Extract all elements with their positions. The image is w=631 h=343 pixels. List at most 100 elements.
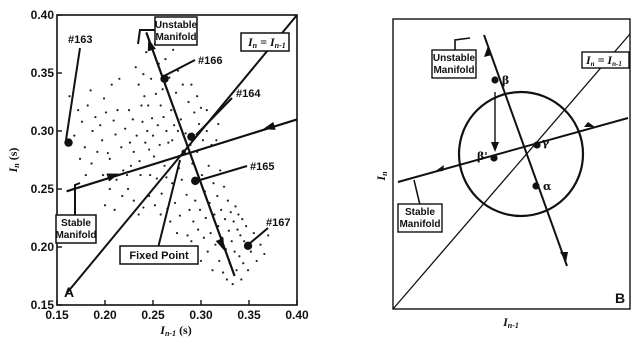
scatter-point — [245, 225, 248, 228]
stable-manifold-label-1: Stable — [61, 218, 91, 229]
unstable-manifold-box-b — [431, 49, 477, 79]
scatter-point — [240, 278, 243, 281]
scatter-point — [165, 176, 168, 179]
scatter-point — [171, 182, 174, 185]
scatter-point — [148, 148, 151, 151]
pointer-166 — [163, 59, 196, 77]
scatter-point — [178, 214, 181, 217]
x-tick-label: 0.25 — [141, 308, 165, 322]
scatter-point — [164, 57, 167, 61]
y-tick-label: 0.40 — [31, 8, 55, 22]
stable-arrow-right — [262, 121, 276, 130]
pointer-stable-b — [413, 179, 421, 206]
scatter-point — [184, 132, 187, 135]
unstable-manifold-line — [145, 32, 236, 277]
scatter-point — [156, 124, 159, 127]
y-tick-label: 0.25 — [31, 182, 55, 196]
scatter-point — [80, 120, 84, 123]
scatter-point — [86, 104, 89, 107]
fixed-point-label: Fixed Point — [129, 250, 189, 262]
x-tick-label: 0.30 — [189, 308, 213, 322]
scatter-point — [122, 169, 125, 172]
scatter-point — [162, 115, 165, 119]
scatter-point — [227, 229, 230, 232]
scatter-point — [149, 173, 152, 177]
x-tick-label: 0.20 — [93, 308, 117, 322]
scatter-point — [179, 118, 182, 121]
y-tick-label: 0.30 — [31, 124, 55, 138]
identity-line-b — [392, 33, 631, 310]
panel-label-b: B — [615, 290, 625, 306]
scatter-point — [103, 204, 107, 207]
scatter-point — [181, 83, 184, 86]
scatter-point — [173, 124, 176, 127]
scatter-point — [155, 177, 158, 180]
scatter-point — [192, 220, 195, 223]
scatter-point — [116, 109, 119, 112]
scatter-point — [202, 236, 205, 239]
scatter-point — [132, 199, 135, 202]
scatter-point — [205, 129, 208, 133]
stable-arrow-left — [106, 173, 120, 182]
scatter-point — [139, 173, 142, 177]
scatter-point — [180, 178, 183, 181]
point-beta — [491, 76, 499, 84]
y-axis-label: In (s) — [6, 148, 21, 174]
scatter-point — [197, 228, 200, 231]
scatter-point — [231, 283, 234, 286]
scatter-point — [242, 262, 245, 265]
unstable-arrow-top — [147, 38, 156, 52]
scatter-point — [187, 100, 190, 104]
point-gamma — [533, 141, 541, 149]
scatter-point — [223, 218, 227, 221]
scatter-point — [219, 169, 222, 172]
scatter-point — [221, 271, 225, 274]
scatter-point — [152, 155, 156, 158]
scatter-point — [214, 243, 217, 246]
fixed-point-marker — [181, 149, 186, 155]
scatter-point — [145, 51, 148, 54]
scatter-point — [140, 104, 143, 107]
unstable-arrow-b2 — [560, 252, 568, 262]
scatter-point — [128, 141, 132, 144]
x-tick-label: 0.40 — [285, 308, 309, 322]
scatter-point — [259, 243, 262, 246]
scatter-point — [150, 117, 154, 120]
scatter-point — [73, 134, 76, 137]
scatter-point — [115, 178, 118, 181]
scatter-point — [91, 129, 94, 133]
scatter-point — [167, 141, 170, 144]
scatter-point — [106, 151, 109, 155]
scatter-point — [149, 77, 153, 80]
y-tick-label: 0.20 — [31, 240, 55, 254]
scatter-point — [89, 89, 92, 92]
identity-label-b: In = In-1 — [585, 53, 622, 68]
scatter-cloud — [68, 42, 270, 286]
neighborhood-circle — [457, 90, 585, 218]
pointer-165 — [199, 165, 248, 181]
scatter-point — [137, 213, 140, 216]
scatter-point — [190, 240, 193, 243]
scatter-point — [232, 220, 235, 223]
scatter-point — [218, 259, 221, 263]
fixed-point-box — [119, 245, 199, 265]
scatter-point — [196, 95, 199, 98]
scatter-point — [101, 139, 104, 142]
scatter-point — [146, 129, 149, 133]
scatter-point — [135, 134, 138, 137]
unstable-manifold-label-b1: Unstable — [433, 53, 476, 64]
scatter-point — [199, 106, 203, 109]
pointer-fixed-point — [157, 159, 181, 249]
highlighted-point-165 — [191, 176, 200, 186]
unstable-manifold-label-b2: Manifold — [433, 65, 474, 76]
label-beta: β — [502, 74, 509, 87]
scatter-point — [90, 162, 93, 165]
scatter-point — [188, 208, 191, 211]
scatter-point — [101, 173, 105, 177]
scatter-point — [220, 208, 223, 211]
scatter-point — [142, 73, 145, 76]
scatter-point — [120, 146, 123, 149]
scatter-point — [108, 187, 111, 191]
point-beta-prime — [490, 154, 498, 162]
scatter-point — [243, 240, 246, 243]
